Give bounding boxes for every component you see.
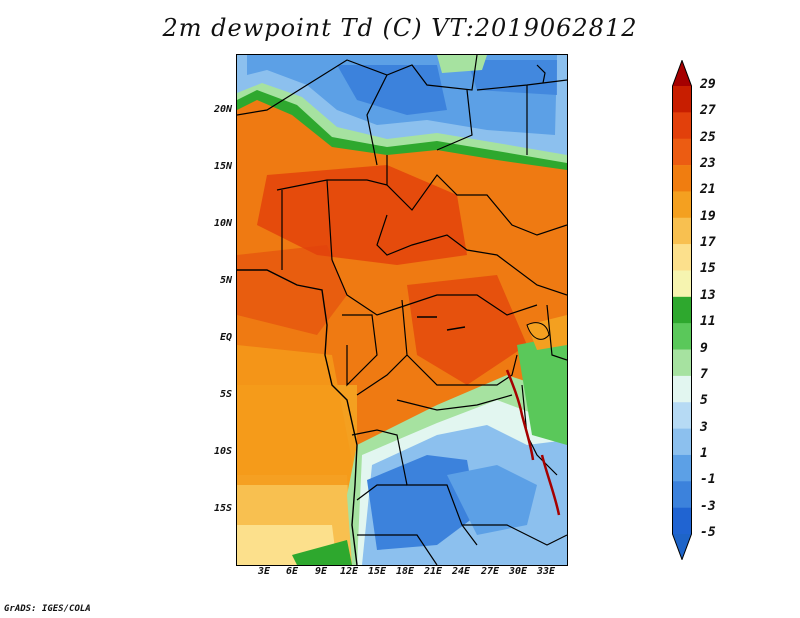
lon-label-6e: 6E bbox=[285, 566, 299, 577]
colorbar-segment bbox=[672, 481, 692, 508]
ne-dark-blue bbox=[467, 60, 557, 95]
colorbar-segment bbox=[672, 349, 692, 377]
lon-label-33e: 33E bbox=[536, 566, 556, 577]
south-mid-blue bbox=[447, 465, 537, 535]
colorbar-label: 7 bbox=[700, 366, 708, 382]
grads-credit: GrADS: IGES/COLA bbox=[4, 604, 91, 614]
colorbar-segments bbox=[672, 60, 692, 560]
lat-label-10s: 10S bbox=[213, 446, 232, 457]
ne-coast bbox=[536, 64, 546, 84]
colorbar-segment bbox=[672, 507, 692, 535]
lon-label-18e: 18E bbox=[395, 566, 415, 577]
colorbar-label: -5 bbox=[700, 525, 716, 540]
lon-label-15e: 15E bbox=[367, 566, 387, 577]
lon-label-24e: 24E bbox=[451, 566, 471, 577]
colorbar-segment bbox=[672, 375, 692, 403]
colorbar-segment bbox=[672, 112, 692, 140]
colorbar-label: 21 bbox=[700, 182, 716, 198]
north-dark-blue bbox=[337, 65, 447, 115]
colorbar-segment bbox=[672, 138, 692, 166]
colorbar-segment bbox=[672, 86, 692, 113]
colorbar-label: 29 bbox=[700, 77, 716, 92]
lon-label-27e: 27E bbox=[480, 566, 500, 577]
core-west bbox=[237, 245, 347, 335]
map-title: 2m dewpoint Td (C) VT:2019062812 bbox=[162, 14, 638, 42]
colorbar-label: 5 bbox=[700, 393, 708, 409]
colorbar-segment bbox=[672, 454, 692, 482]
colorbar-outline bbox=[672, 60, 692, 560]
sw-green bbox=[292, 540, 352, 565]
lat-label-5s: 5S bbox=[219, 389, 232, 400]
lake-victoria bbox=[526, 322, 550, 340]
colorbar-label: 13 bbox=[700, 287, 716, 303]
colorbar-segment bbox=[672, 402, 692, 429]
colorbar-segment bbox=[672, 217, 692, 245]
colorbar-segment bbox=[672, 244, 692, 271]
rivers bbox=[417, 316, 466, 331]
core-north bbox=[257, 165, 467, 265]
lon-label-21e: 21E bbox=[423, 566, 443, 577]
lat-label-15s: 15S bbox=[213, 503, 232, 514]
atlantic-coastline bbox=[237, 269, 358, 565]
colorbar-segment bbox=[672, 296, 692, 324]
dewpoint-map bbox=[236, 54, 568, 566]
colorbar-segment bbox=[672, 165, 692, 192]
colorbar-label: 27 bbox=[700, 103, 716, 119]
core-congo bbox=[407, 275, 527, 385]
lat-label-15n: 15N bbox=[213, 161, 232, 172]
colorbar-label: 3 bbox=[700, 419, 708, 435]
lon-label-30e: 30E bbox=[508, 566, 528, 577]
colorbar-label: 19 bbox=[700, 208, 716, 224]
colorbar-label: 11 bbox=[700, 314, 716, 330]
colorbar-label: 23 bbox=[700, 156, 716, 172]
lon-label-9e: 9E bbox=[314, 566, 328, 577]
colorbar-label: 15 bbox=[700, 261, 716, 277]
colorbar-label: -3 bbox=[700, 498, 716, 514]
colorbar-label: 25 bbox=[700, 129, 716, 145]
colorbar-label: 9 bbox=[700, 340, 708, 356]
east-green bbox=[517, 335, 567, 445]
colorbar-segment bbox=[672, 60, 692, 86]
colorbar-segment bbox=[672, 534, 692, 560]
colorbar-label: 17 bbox=[700, 235, 716, 251]
lat-label-20n: 20N bbox=[213, 104, 232, 115]
ocean-orange bbox=[237, 345, 357, 485]
colorbar-segment bbox=[672, 428, 692, 456]
colorbar-segment bbox=[672, 323, 692, 350]
lat-label-10n: 10N bbox=[213, 218, 232, 229]
lake-malawi bbox=[540, 454, 561, 516]
lake-tanganyika bbox=[505, 369, 535, 461]
lat-label-eq: EQ bbox=[219, 332, 232, 343]
colorbar-segment bbox=[672, 191, 692, 219]
lon-label-3e: 3E bbox=[257, 566, 271, 577]
colorbar-label: 1 bbox=[700, 445, 708, 461]
colorbar bbox=[672, 60, 692, 560]
colorbar-segment bbox=[672, 270, 692, 298]
country-borders bbox=[237, 55, 567, 565]
lon-label-12e: 12E bbox=[339, 566, 359, 577]
dewpoint-field bbox=[237, 55, 567, 565]
lat-label-5n: 5N bbox=[219, 275, 232, 286]
colorbar-label: -1 bbox=[700, 472, 716, 488]
